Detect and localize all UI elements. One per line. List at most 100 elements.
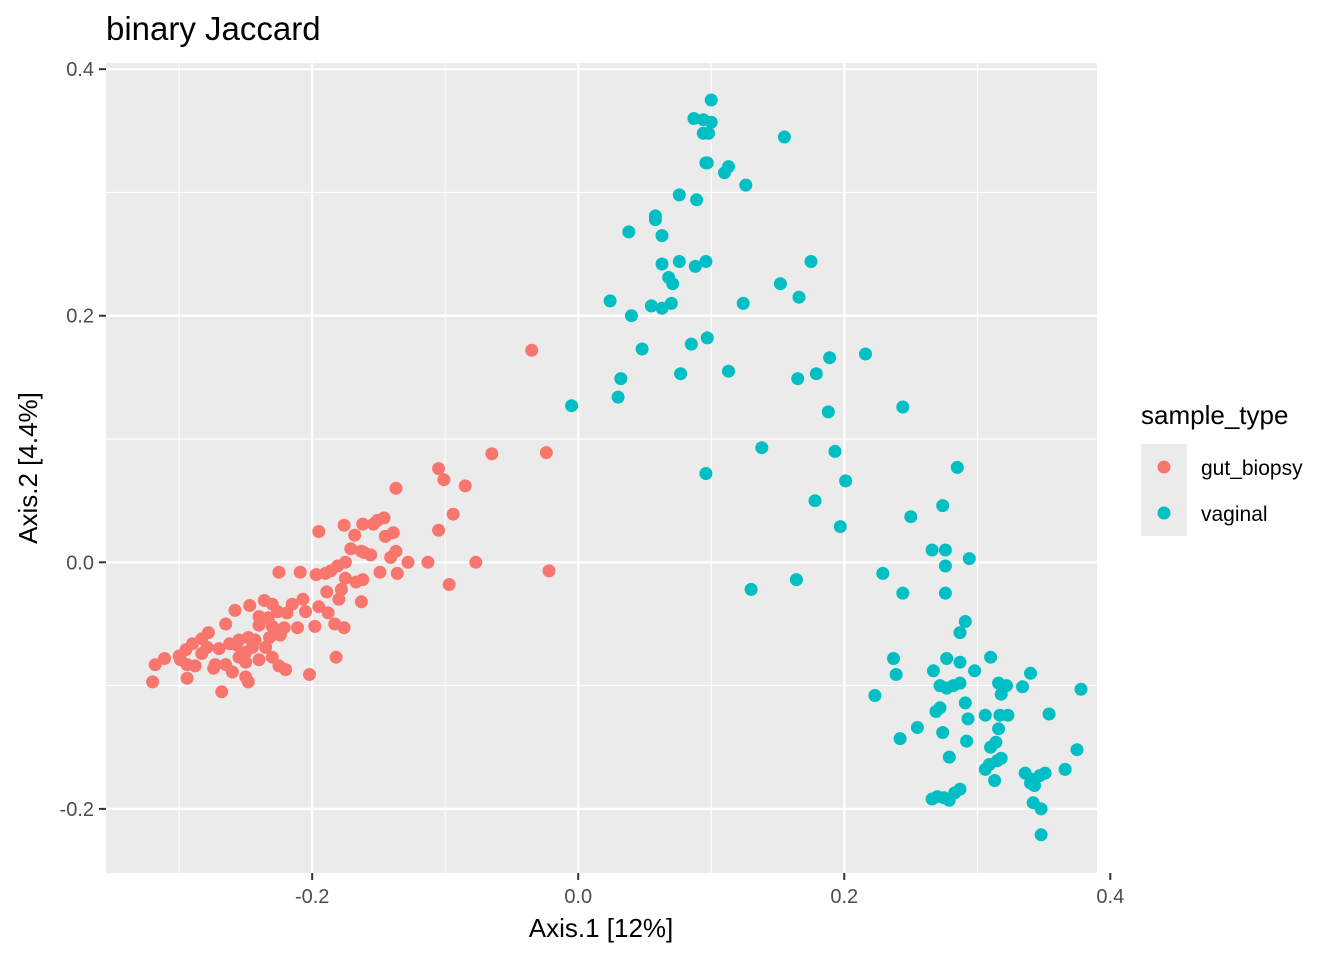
point-vaginal [655, 301, 669, 315]
point-vaginal [833, 520, 847, 534]
point-vaginal [1001, 708, 1015, 722]
point-vaginal [904, 510, 918, 524]
y-axis-title: Axis.2 [4.4%] [13, 392, 43, 544]
point-vaginal [938, 586, 952, 600]
point-gut-biopsy [338, 571, 352, 585]
point-gut-biopsy [485, 447, 499, 461]
point-gut-biopsy [148, 658, 162, 672]
point-vaginal [672, 255, 686, 268]
point-vaginal [722, 364, 735, 378]
point-vaginal [1042, 707, 1056, 721]
point-gut-biopsy [458, 479, 472, 493]
point-vaginal [929, 705, 943, 718]
point-vaginal [672, 188, 686, 202]
x-tick-label: 0.4 [1096, 886, 1124, 908]
point-vaginal [702, 126, 716, 140]
legend-label-gut-biopsy: gut_biopsy [1201, 457, 1303, 480]
point-vaginal [962, 552, 976, 566]
point-vaginal [887, 652, 900, 665]
point-gut-biopsy [390, 566, 404, 580]
point-vaginal [868, 689, 882, 702]
point-vaginal [889, 668, 903, 681]
point-vaginal [611, 390, 625, 404]
point-gut-biopsy [354, 595, 368, 609]
point-vaginal [988, 774, 1002, 787]
point-vaginal [926, 664, 940, 678]
point-vaginal [624, 309, 638, 323]
point-vaginal [896, 400, 910, 414]
legend-marker-vaginal [1157, 506, 1171, 520]
point-vaginal [828, 444, 842, 458]
point-vaginal [622, 225, 636, 239]
point-vaginal [1034, 802, 1048, 816]
x-tick-labels: -0.2 0.0 0.2 0.4 [295, 886, 1124, 908]
point-vaginal [704, 93, 718, 107]
point-vaginal [821, 405, 835, 419]
y-tick-label: 0.0 [66, 552, 94, 574]
point-gut-biopsy [432, 523, 446, 537]
point-vaginal [704, 115, 718, 129]
point-vaginal [1034, 828, 1048, 842]
point-vaginal [910, 721, 924, 734]
point-vaginal [648, 213, 662, 227]
point-gut-biopsy [348, 528, 362, 542]
point-vaginal [968, 664, 982, 678]
point-vaginal [950, 460, 964, 474]
point-vaginal [804, 255, 818, 268]
point-gut-biopsy [401, 555, 415, 569]
point-vaginal [603, 294, 617, 308]
plot-panel [106, 63, 1097, 873]
y-tick-label: 0.4 [66, 59, 94, 81]
point-vaginal [1038, 766, 1052, 780]
point-vaginal [777, 130, 791, 144]
data-points [146, 93, 1088, 842]
point-vaginal [655, 257, 669, 271]
point-gut-biopsy [364, 548, 378, 562]
point-gut-biopsy [265, 619, 279, 633]
point-gut-biopsy [344, 542, 358, 556]
point-vaginal [936, 499, 950, 513]
point-vaginal [789, 573, 803, 587]
x-tick-label: 0.2 [830, 886, 858, 908]
point-gut-biopsy [243, 599, 257, 612]
point-vaginal [635, 342, 649, 356]
point-gut-biopsy [293, 565, 307, 579]
grid-minor [106, 63, 1097, 873]
point-gut-biopsy [279, 663, 293, 677]
point-gut-biopsy [263, 631, 277, 644]
point-vaginal [984, 650, 998, 664]
point-gut-biopsy [228, 603, 242, 617]
point-gut-biopsy [180, 671, 194, 685]
point-vaginal [644, 299, 658, 313]
point-gut-biopsy [446, 507, 460, 521]
point-vaginal [859, 347, 872, 361]
point-vaginal [936, 726, 950, 739]
point-gut-biopsy [219, 617, 233, 631]
point-gut-biopsy [337, 621, 351, 635]
point-gut-biopsy [386, 526, 400, 540]
point-vaginal [992, 722, 1006, 736]
point-vaginal [655, 229, 669, 243]
point-vaginal [994, 687, 1008, 701]
point-gut-biopsy [320, 585, 334, 599]
point-gut-biopsy [321, 606, 335, 620]
point-vaginal [839, 474, 853, 488]
point-vaginal [1070, 743, 1084, 757]
point-gut-biopsy [225, 665, 239, 679]
point-gut-biopsy [291, 621, 304, 635]
point-vaginal [960, 734, 974, 748]
point-gut-biopsy [356, 517, 370, 531]
point-gut-biopsy [421, 555, 435, 569]
point-gut-biopsy [215, 685, 229, 699]
point-gut-biopsy [329, 650, 343, 664]
point-vaginal [961, 712, 975, 726]
point-gut-biopsy [332, 592, 346, 606]
point-vaginal [940, 652, 954, 665]
point-vaginal [1028, 779, 1041, 792]
point-vaginal [718, 166, 731, 180]
point-vaginal [942, 750, 956, 764]
point-vaginal [744, 582, 758, 596]
point-vaginal [755, 441, 769, 455]
point-vaginal [773, 277, 787, 291]
y-tick-label: 0.2 [66, 306, 94, 328]
